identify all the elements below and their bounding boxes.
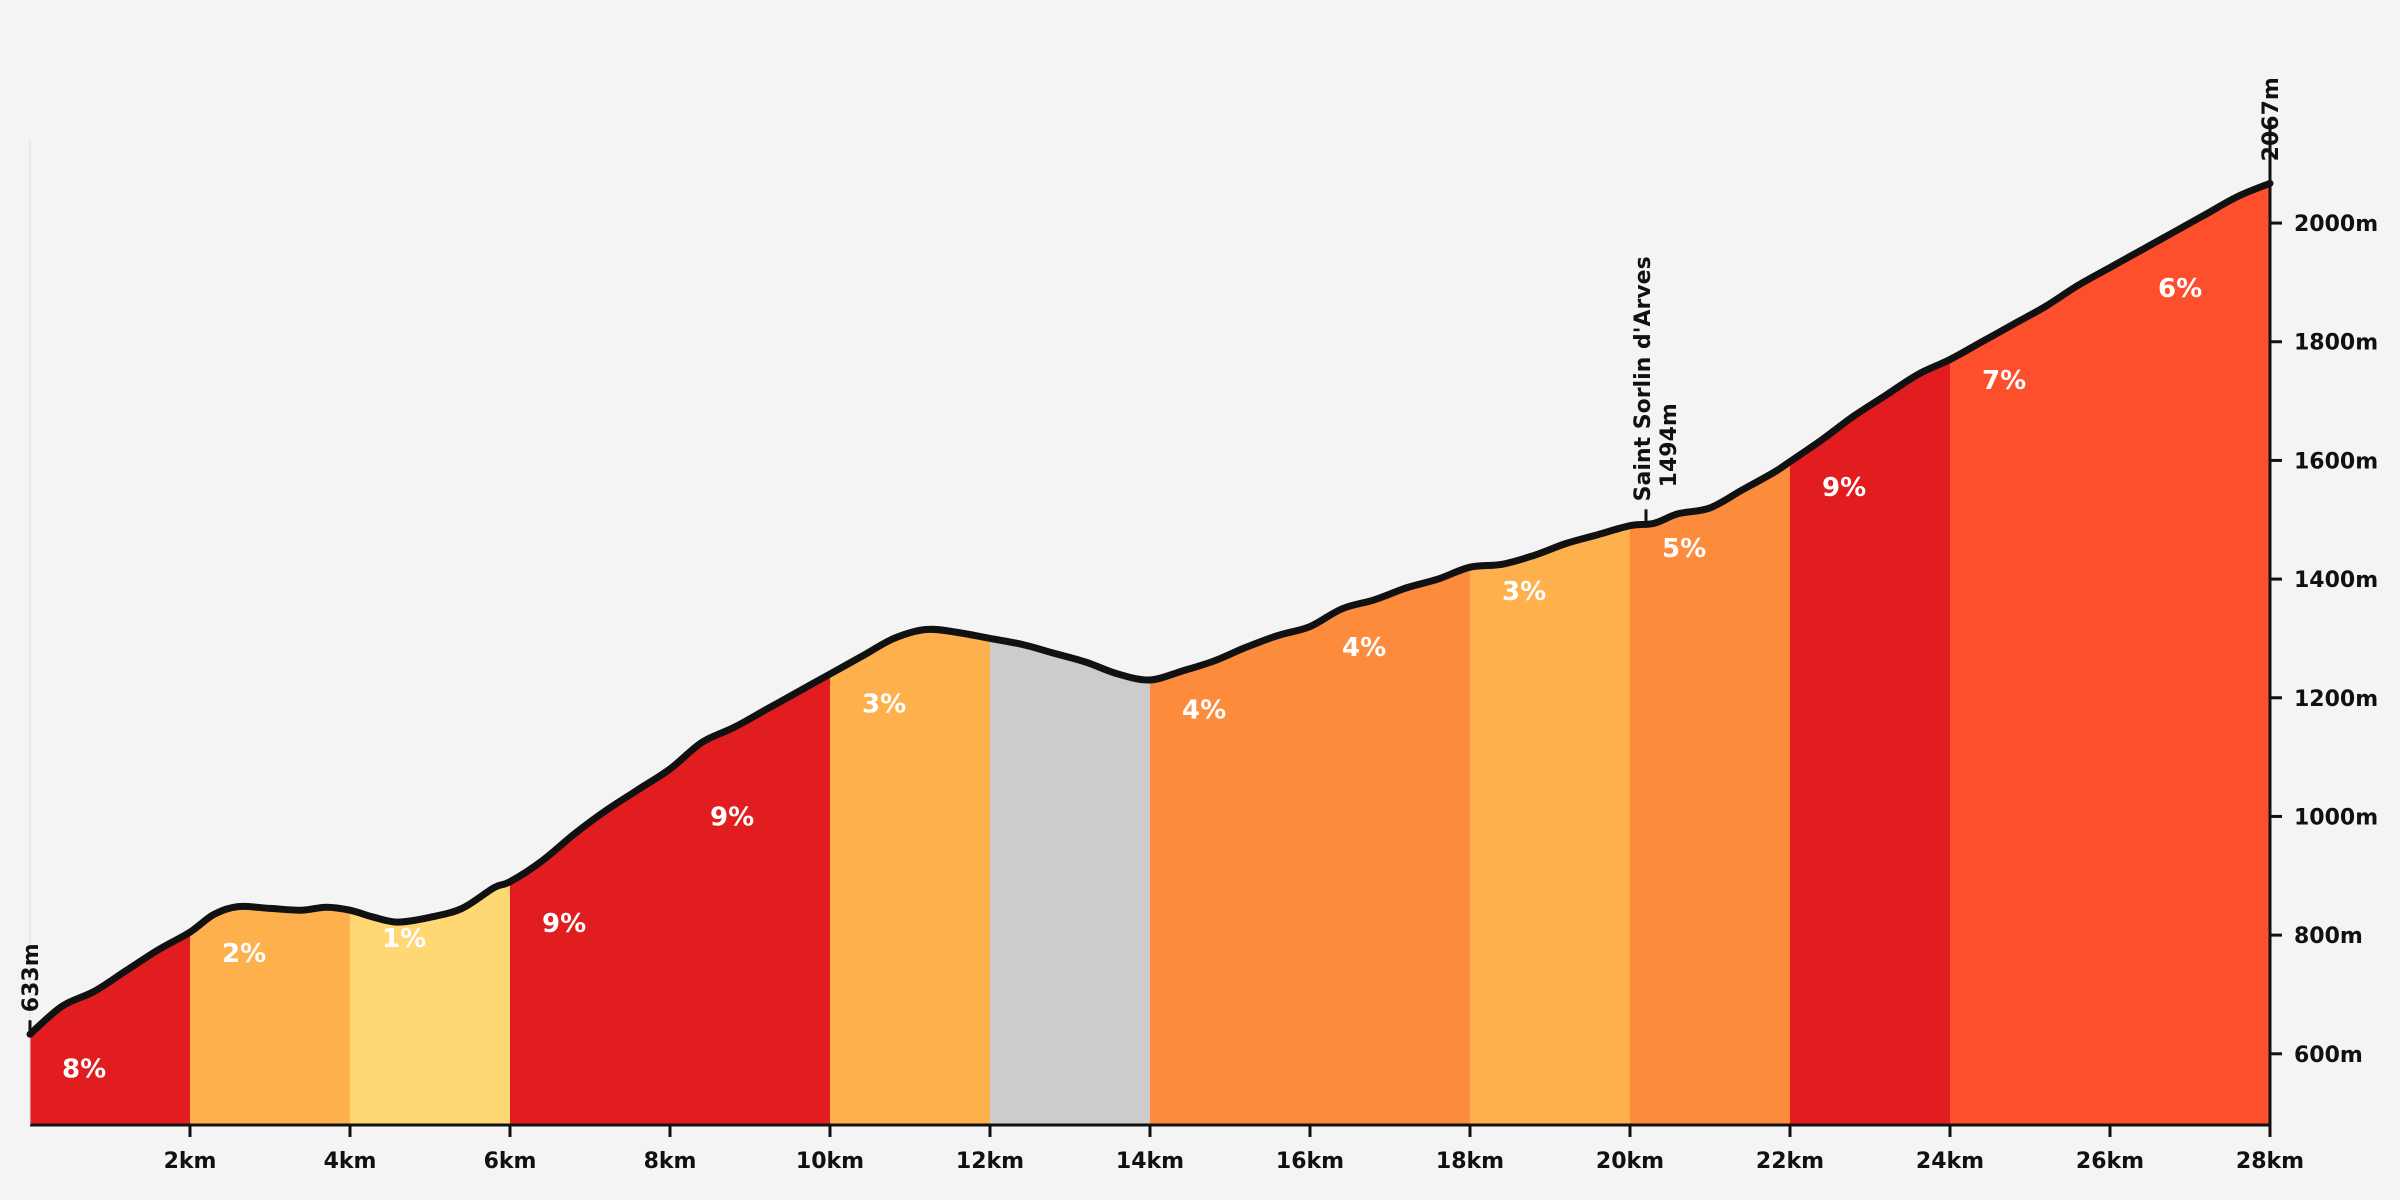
x-tick-label: 20km (1596, 1149, 1664, 1174)
x-tick-label: 24km (1916, 1149, 1984, 1174)
gradient-label: 3% (862, 690, 906, 720)
x-tick-label: 16km (1276, 1149, 1344, 1174)
y-tick-label: 800m (2294, 924, 2363, 949)
gradient-label: 9% (1822, 473, 1866, 503)
y-tick-label: 1200m (2294, 687, 2378, 712)
gradient-segment (190, 906, 350, 1125)
gradient-segment (1630, 461, 1790, 1126)
x-tick-label: 22km (1756, 1149, 1824, 1174)
y-tick-label: 2000m (2294, 212, 2378, 237)
x-tick-label: 14km (1116, 1149, 1184, 1174)
elevation-label: 2067m (2259, 77, 2284, 161)
gradient-segment (990, 638, 1150, 1125)
gradient-label: 5% (1662, 534, 1706, 564)
x-tick-label: 12km (956, 1149, 1024, 1174)
elevation-label: 633m (19, 943, 44, 1012)
x-tick-label: 28km (2236, 1149, 2304, 1174)
gradient-label: 3% (1502, 577, 1546, 607)
gradient-label: 9% (542, 909, 586, 939)
x-tick-label: 26km (2076, 1149, 2144, 1174)
y-tick-label: 1400m (2294, 568, 2378, 593)
gradient-labels: 8% 2% 1% 9% 9% 3% 4% 4% 3% 5% 9% 7% 6% (62, 274, 2202, 1084)
elevation-label: 1494m (1657, 403, 1682, 487)
place-name-label: Saint Sorlin d'Arves (1631, 256, 1656, 501)
x-tick-label: 10km (796, 1149, 864, 1174)
gradient-segments (30, 183, 2270, 1126)
x-tick-label: 18km (1436, 1149, 1504, 1174)
gradient-label: 9% (710, 802, 754, 832)
gradient-segment (510, 674, 830, 1125)
gradient-label: 1% (382, 924, 426, 954)
y-tick-label: 1800m (2294, 331, 2378, 356)
gradient-segment (1790, 359, 1950, 1125)
gradient-segment (1470, 525, 1630, 1125)
gradient-label: 7% (1982, 366, 2026, 396)
gradient-label: 4% (1342, 633, 1386, 663)
gradient-label: 4% (1182, 696, 1226, 726)
gradient-label: 2% (222, 939, 266, 969)
x-tick-label: 8km (644, 1149, 697, 1174)
y-tick-label: 600m (2294, 1043, 2363, 1068)
elevation-profile-line (26, 179, 2274, 1038)
gradient-segment (830, 629, 990, 1125)
x-tick-label: 6km (484, 1149, 537, 1174)
x-tick-label: 4km (324, 1149, 377, 1174)
gradient-segment (30, 932, 190, 1125)
gradient-label: 8% (62, 1055, 106, 1085)
elevation-annotations: 633m Saint Sorlin d'Arves 1494m 2067m (19, 77, 2284, 1035)
gradient-label: 6% (2158, 274, 2202, 304)
y-tick-label: 1000m (2294, 805, 2378, 830)
gradient-segment (350, 881, 510, 1125)
gradient-segment (1950, 183, 2270, 1126)
y-tick-label: 1600m (2294, 449, 2378, 474)
y-ticks: 600m 800m 1000m 1200m 1400m 1600m 1800m 2000m (2270, 212, 2378, 1068)
x-tick-label: 2km (164, 1149, 217, 1174)
gradient-segment (1150, 567, 1470, 1125)
x-ticks: 2km 4km 6km 8km 10km 12km 14km 16km 18km 20km 22km… (164, 1125, 2304, 1174)
